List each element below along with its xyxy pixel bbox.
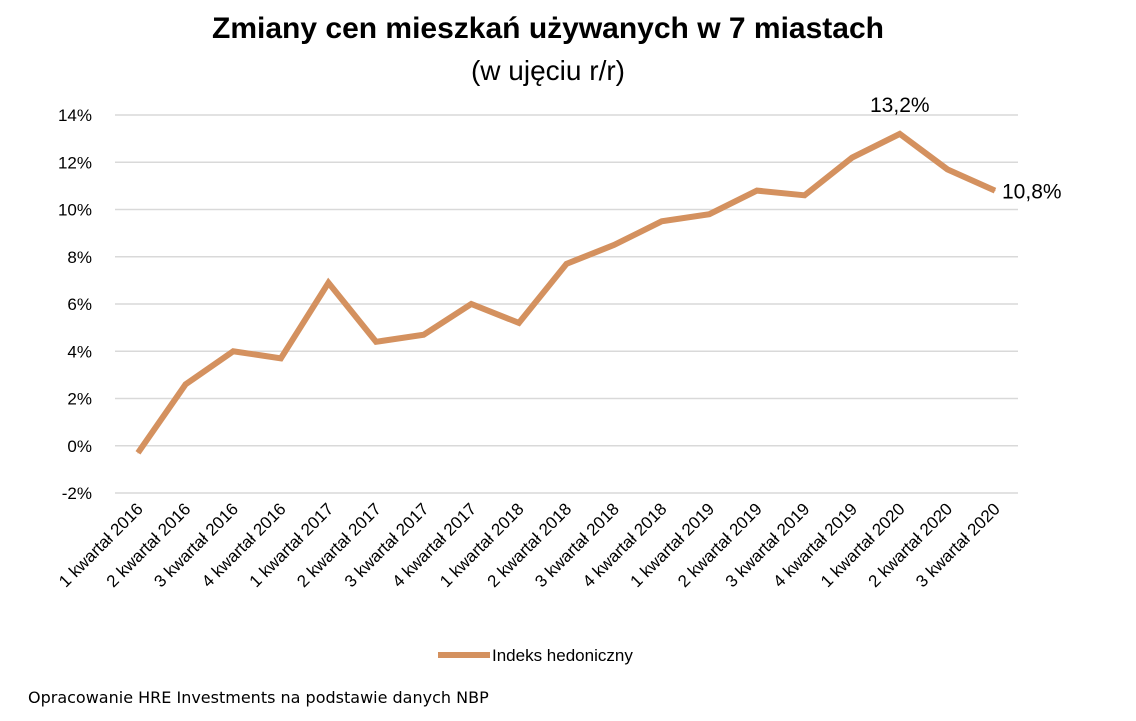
y-tick-label: 14%	[58, 106, 92, 125]
data-point	[661, 220, 663, 222]
x-tick-label: 4 kwartał 2018	[579, 499, 671, 591]
x-tick-label: 3 kwartał 2018	[531, 499, 623, 591]
x-tick-label: 2 kwartał 2017	[293, 499, 385, 591]
x-tick-label: 1 kwartał 2019	[627, 499, 719, 591]
data-point	[804, 194, 806, 196]
x-tick-label: 1 kwartał 2017	[246, 499, 338, 591]
data-point	[851, 157, 853, 159]
data-point	[708, 213, 710, 215]
data-point	[756, 190, 758, 192]
y-tick-label: 6%	[67, 295, 92, 314]
data-point	[232, 350, 234, 352]
y-tick-label: 0%	[67, 437, 92, 456]
data-point	[946, 168, 948, 170]
data-point	[137, 452, 139, 454]
x-tick-label: 1 kwartał 2020	[817, 499, 909, 591]
data-point	[566, 263, 567, 265]
x-tick-label: 3 kwartał 2016	[150, 499, 242, 591]
legend-label: Indeks hedoniczny	[492, 646, 633, 665]
x-tick-label: 4 kwartał 2017	[388, 499, 480, 591]
data-point	[327, 282, 329, 284]
data-point	[899, 133, 901, 135]
x-tick-label: 4 kwartał 2016	[198, 499, 290, 591]
x-tick-label: 4 kwartał 2019	[769, 499, 861, 591]
data-point	[613, 244, 615, 246]
x-tick-label: 2 kwartał 2016	[103, 499, 195, 591]
x-tick-label: 3 kwartał 2017	[341, 499, 433, 591]
x-tick-label: 2 kwartał 2019	[674, 499, 766, 591]
data-point	[994, 190, 996, 192]
chart-title: Zmiany cen mieszkań używanych w 7 miasta…	[212, 12, 884, 45]
data-point	[375, 341, 377, 343]
source-note: Opracowanie HRE Investments na podstawie…	[28, 688, 489, 707]
data-label: 10,8%	[1002, 181, 1062, 204]
y-tick-label: -2%	[62, 484, 92, 503]
y-tick-label: 8%	[67, 248, 92, 267]
data-point	[423, 334, 425, 336]
data-point	[470, 303, 472, 305]
x-tick-label: 3 kwartał 2019	[722, 499, 814, 591]
series-line-indeks-hedoniczny	[135, 130, 997, 455]
x-tick-label: 2 kwartał 2018	[484, 499, 576, 591]
y-tick-label: 2%	[67, 390, 92, 409]
data-point	[518, 322, 520, 324]
data-point	[280, 357, 282, 359]
x-tick-label: 3 kwartał 2020	[912, 499, 1004, 591]
y-tick-label: 12%	[58, 153, 92, 172]
data-point	[185, 383, 187, 385]
y-tick-label: 4%	[67, 342, 92, 361]
x-tick-label: 1 kwartał 2016	[55, 499, 147, 591]
y-tick-label: 10%	[58, 201, 92, 220]
data-label: 13,2%	[870, 94, 930, 117]
chart-subtitle: (w ujęciu r/r)	[470, 55, 625, 86]
x-tick-label: 2 kwartał 2020	[865, 499, 957, 591]
x-tick-label: 1 kwartał 2018	[436, 499, 528, 591]
